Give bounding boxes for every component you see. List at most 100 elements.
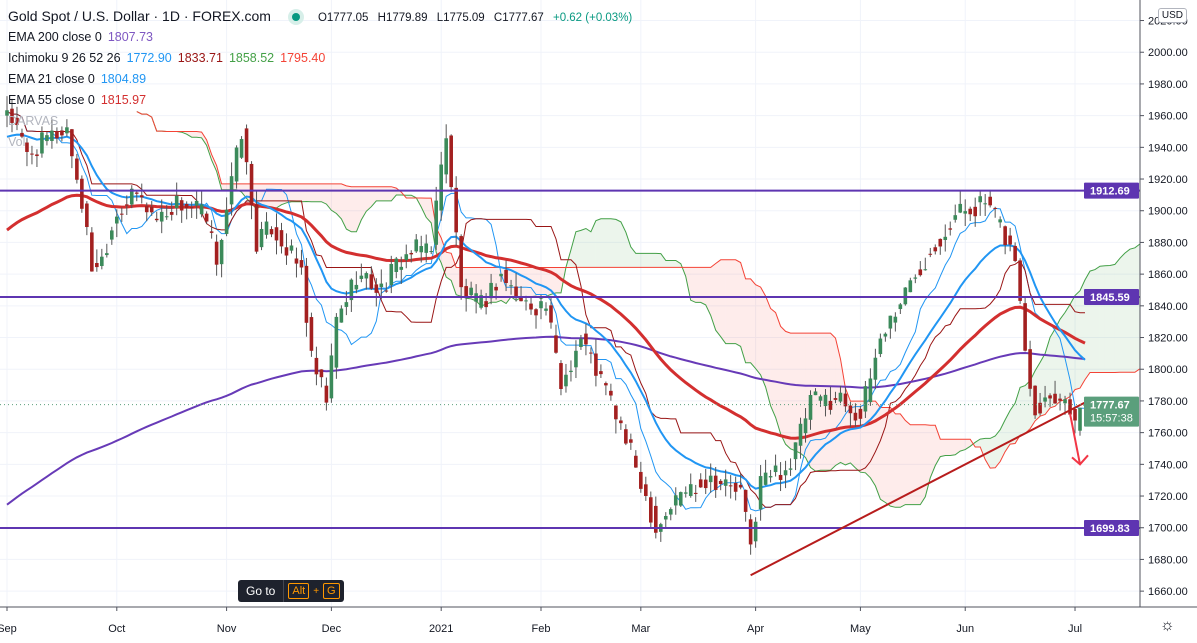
candle-body [998,219,1002,223]
ichimoku-span-b [136,111,1140,469]
candle-body [968,208,973,215]
candle-body [509,285,513,287]
candle-body [224,209,229,234]
candle-body [833,398,838,400]
candle-body [319,369,324,378]
volume-label[interactable]: Vol [8,135,26,149]
bar-countdown: 15:57:38 [1090,413,1133,425]
kumo-cloud-segment [211,154,217,172]
candle-body [364,273,369,279]
kumo-cloud-segment [750,278,756,369]
kumo-cloud-segment [1099,265,1105,373]
candle-body [653,505,658,533]
candle-body [569,370,573,373]
darvas-label[interactable]: DARVAS [8,114,59,128]
price-tick-label: 1760.00 [1148,428,1188,440]
candle-body [129,188,134,205]
candle-body [663,515,668,520]
ema-200-line [6,335,1086,506]
candle-body [1008,235,1012,245]
symbol-row: Gold Spot / U.S. Dollar · 1D · FOREX.com… [8,6,638,27]
candle-body [50,130,54,141]
kumo-cloud-segment [296,183,302,202]
candle-body [80,178,84,209]
price-tick-label: 1820.00 [1148,333,1188,345]
time-tick-label: Sep [0,623,17,635]
kumo-cloud-segment [1025,380,1031,434]
kumo-cloud-segment [595,218,601,268]
candle-body [818,396,823,401]
price-tick-label: 1940.00 [1148,142,1188,154]
candle-body [189,207,194,209]
kumo-cloud-segment [625,232,631,268]
kumo-cloud-segment [635,253,641,268]
kumo-cloud-segment [715,259,721,337]
time-tick-label: Feb [532,623,551,635]
candle-body [259,228,264,248]
kumo-cloud-segment [1119,253,1125,373]
kumo-cloud-segment [590,220,596,268]
candle-body [923,269,928,271]
kumo-cloud-segment [386,186,392,201]
kumo-cloud-segment [196,131,202,138]
kumo-cloud-segment [1134,243,1140,373]
candle-body [60,130,64,136]
indicator-row[interactable]: EMA 200 close 0 1807.73 [8,27,638,48]
indicator-value: 1815.97 [100,93,147,107]
candle-body [1048,395,1052,399]
candle-body [334,316,339,368]
indicator-name: EMA 200 close 0 [8,30,102,44]
kumo-cloud-segment [920,424,926,505]
kumo-cloud-segment [366,186,372,212]
candle-body [898,304,903,310]
candle-body [634,455,638,468]
candle-body [1018,260,1022,301]
kumo-cloud-segment [945,439,951,456]
candle-body [973,206,978,217]
market-status-icon [292,13,301,22]
indicator-row[interactable]: Ichimoku 9 26 52 26 1772.90 1833.71 1858.52… [8,48,638,69]
indicator-value: 1833.71 [177,51,223,65]
symbol-title[interactable]: Gold Spot / U.S. Dollar · 1D · FOREX.com [8,8,271,24]
kumo-cloud-segment [955,439,961,455]
candle-body [928,253,933,255]
kumo-cloud-segment [670,260,676,268]
candle-body [988,196,992,206]
kumo-cloud-segment [790,333,796,451]
candle-body [693,492,698,494]
time-tick-label: May [850,623,871,635]
candle-body [1043,397,1047,402]
indicator-row[interactable]: EMA 21 close 0 1804.89 [8,69,638,90]
candle-body [748,519,753,545]
level-price-tag [1084,182,1139,199]
candle-body [329,355,334,399]
candle-body [459,236,463,288]
candle-body [25,142,29,152]
candle-body [644,484,648,496]
kumo-cloud-segment [336,183,342,219]
time-tick-label: Nov [217,623,237,635]
gear-icon[interactable]: ☼ [1160,617,1175,634]
kumo-cloud-segment [351,186,357,232]
kumo-cloud-segment [331,183,337,214]
kumo-cloud-segment [975,439,981,448]
candle-body [404,254,409,261]
indicator-value: 1804.89 [100,72,147,86]
candle-body [65,127,69,134]
kumo-cloud-segment [600,218,606,268]
candle-body [723,479,728,486]
kumo-cloud-segment [391,186,397,201]
candle-body [524,300,528,302]
price-tick-label: 2000.00 [1148,47,1188,59]
candle-body [883,333,888,337]
currency-badge[interactable]: USD [1157,8,1187,23]
indicator-row[interactable]: EMA 55 close 0 1815.97 [8,90,638,111]
kumo-cloud-segment [306,183,312,202]
kumo-cloud-segment [311,183,317,202]
candle-body [599,371,603,375]
candle-body [219,239,224,265]
candle-body [454,187,458,233]
goto-date-tooltip[interactable]: Go to Alt + G [238,580,344,602]
candle-body [549,305,553,323]
